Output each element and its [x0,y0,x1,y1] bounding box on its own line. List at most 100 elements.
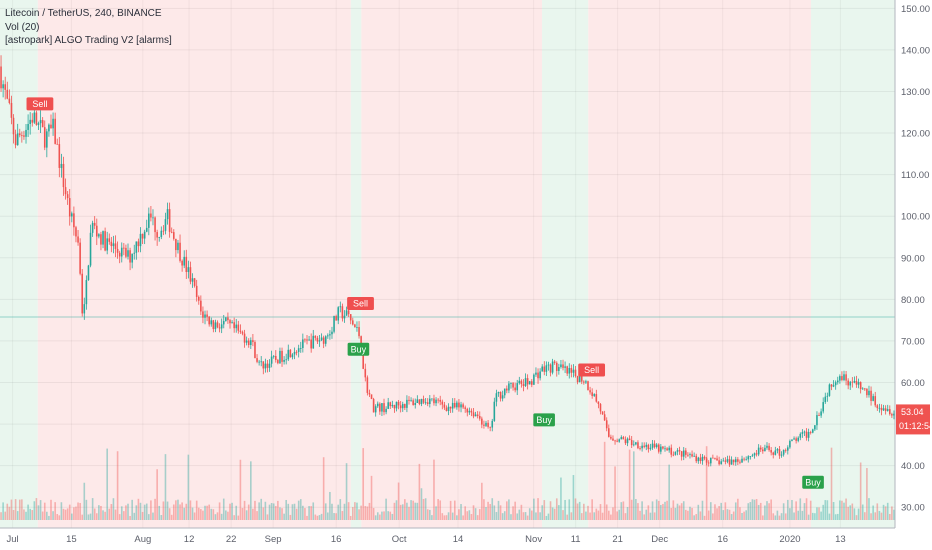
buy-signal-label[interactable] [347,342,370,356]
candle-body [705,458,708,463]
volume-bar [724,502,727,520]
candle-body [682,450,685,457]
candle-body [626,438,629,444]
algo-indicator-label[interactable]: [astropark] ALGO Trading V2 [alarms] [5,35,172,46]
candle-body [701,456,704,462]
last-price-tag[interactable] [896,404,930,435]
volume-bar [418,463,421,520]
candle-body [451,402,454,409]
candle-body [358,327,360,337]
volume-bar [408,506,410,520]
candle-body [647,444,650,450]
volume-bar [822,504,824,520]
candle-body [539,371,541,379]
price-axis-background[interactable] [895,0,932,528]
candle-body [791,439,793,441]
candle-body [832,385,835,387]
candle-body [185,256,188,273]
volume-bar [335,513,337,520]
candle-body [464,407,466,409]
candle-body [478,416,481,419]
volume-bar [83,482,86,520]
candle-body [10,102,13,118]
sell-signal-text: Sell [584,365,599,375]
candle-body [620,437,623,440]
candle-body [41,120,44,128]
volume-bar [753,499,756,520]
candle-body [270,356,273,364]
sell-signal-label[interactable] [347,296,374,310]
candle-body [197,296,200,301]
candle-body [612,438,614,441]
candle-body [866,388,868,396]
sell-signal-label[interactable] [26,97,54,111]
candle-body [312,335,315,349]
candle-body [410,400,412,402]
candle-body [297,348,300,352]
candle-body [25,129,27,137]
volume-bar [443,515,446,520]
volume-bar [510,514,512,520]
candle-body [414,402,417,405]
volume-bar [314,514,317,520]
candle-body [8,98,11,103]
candle-body [71,213,73,217]
volume-bar [50,499,52,520]
candle-body [83,304,86,314]
buy-signal-label[interactable] [533,413,555,427]
candle-body [739,461,741,463]
candle-body [33,112,36,123]
candle-body [376,403,379,407]
candle-body [412,400,414,405]
volume-bar [18,499,21,520]
time-axis-background[interactable] [0,528,932,550]
candle-body [64,187,67,195]
volume-bar [168,508,171,520]
price-tick-label: 30.00 [901,503,925,514]
volume-bar [98,505,100,520]
volume-indicator-label[interactable]: Vol (20) [5,21,40,33]
volume-bar [233,515,235,520]
volume-bar [734,502,737,520]
volume-bar [799,498,802,520]
volume-bar [137,498,140,520]
candle-body [737,459,739,462]
candle-body [503,388,506,396]
volume-bar [422,498,425,520]
volume-bar [628,449,631,520]
candle-body [220,324,223,329]
volume-bar [876,503,879,520]
candle-body [481,418,483,425]
candle-body [449,406,452,409]
volume-bar [770,499,772,520]
volume-bar [227,511,229,520]
buy-signal-label[interactable] [802,475,824,489]
candle-body [237,324,240,331]
candle-body [508,383,510,391]
candle-body [370,394,373,399]
symbol-title[interactable]: Litecoin / TetherUS, 240, BINANCE [5,8,162,19]
candle-body [102,231,104,245]
candle-body [397,401,400,406]
volume-bar [243,500,246,520]
price-tick-label: 40.00 [901,461,925,472]
candle-body [150,213,152,218]
candle-body [693,455,695,457]
candle-body [166,209,169,220]
volume-bar [764,505,766,520]
volume-bar [429,509,431,520]
sell-signal-label[interactable] [578,363,606,377]
candle-body [6,89,9,99]
volume-bar [437,499,439,520]
volume-bar [780,513,783,520]
candle-body [605,420,608,429]
volume-bar [591,499,593,520]
candle-body [318,340,321,342]
candle-body [368,392,371,395]
volume-bar [329,491,331,520]
candle-body [782,449,785,455]
volume-bar [570,512,573,520]
volume-bar [331,503,333,520]
